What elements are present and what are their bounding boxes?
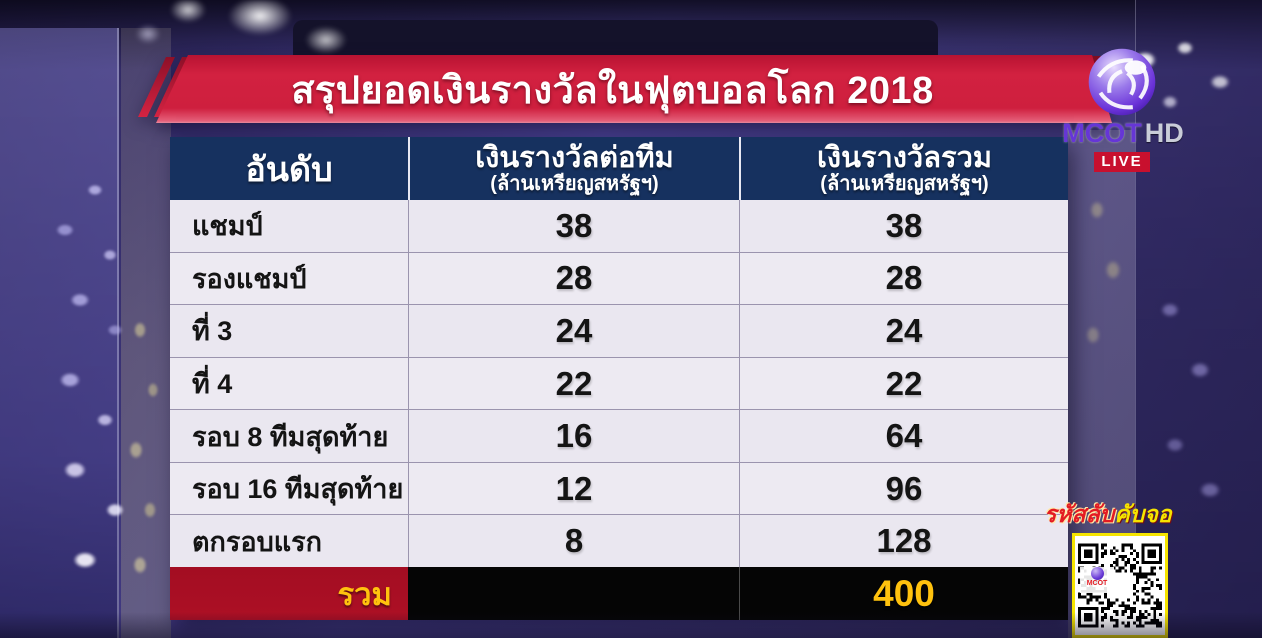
total-cell: 128 <box>739 515 1068 568</box>
table-header-row: อันดับ เงินรางวัลต่อทีม (ล้านเหรียญสหรัฐ… <box>170 137 1068 200</box>
mcot-globe-icon <box>1088 48 1156 116</box>
header-total-unit: (ล้านเหรียญสหรัฐฯ) <box>820 172 989 195</box>
mcot-globe-mini-icon <box>1090 567 1104 580</box>
rank-cell: ตกรอบแรก <box>192 526 322 557</box>
table-row: ตกรอบแรก 8 128 <box>170 515 1068 568</box>
qr-caption-red: รหัสลับ <box>1044 501 1115 527</box>
total-cell: 38 <box>739 200 1068 252</box>
rank-cell: รอบ 8 ทีมสุดท้าย <box>192 421 389 452</box>
header-total: เงินรางวัลรวม (ล้านเหรียญสหรัฐฯ) <box>739 137 1068 200</box>
header-per-team-label: เงินรางวัลต่อทีม <box>475 142 674 175</box>
banner-body: สรุปยอดเงินรางวัลในฟุตบอลโลก 2018 <box>156 55 1112 123</box>
total-spacer-cell <box>408 567 739 620</box>
per-team-cell: 22 <box>408 357 739 410</box>
rank-cell: ที่ 4 <box>192 369 233 400</box>
per-team-cell: 28 <box>408 252 739 305</box>
qr-caption: รหัสลับคับจอ <box>1044 503 1194 526</box>
rank-cell: แชมป์ <box>192 211 263 242</box>
header-rank: อันดับ <box>245 150 333 189</box>
page-title: สรุปยอดเงินรางวัลในฟุตบอลโลก 2018 <box>291 69 934 112</box>
header-total-label: เงินรางวัลรวม <box>817 142 992 175</box>
per-team-cell: 24 <box>408 305 739 357</box>
per-team-cell: 12 <box>408 462 739 515</box>
table-row: ที่ 3 24 24 <box>170 305 1068 358</box>
table-body: แชมป์ 38 38 รองแชมป์ 28 28 ที่ 3 24 24 ที่ 4 22 22 ร… <box>170 200 1068 568</box>
total-cell: 64 <box>739 410 1068 462</box>
bottom-vignette <box>0 612 1262 638</box>
live-badge: LIVE <box>1094 152 1150 172</box>
rank-cell: ที่ 3 <box>192 316 233 347</box>
qr-caption-yellow: คับจอ <box>1114 501 1172 527</box>
rank-cell: รองแชมป์ <box>192 263 307 294</box>
total-label: รวม <box>170 567 408 620</box>
per-team-cell: 8 <box>408 515 739 568</box>
table-row: รอบ 8 ทีมสุดท้าย 16 64 <box>170 410 1068 463</box>
bokeh-lights-center <box>118 300 173 600</box>
header-per-team-unit: (ล้านเหรียญสหรัฐฯ) <box>490 172 659 195</box>
table-row: รอบ 16 ทีมสุดท้าย 12 96 <box>170 462 1068 516</box>
table-row: แชมป์ 38 38 <box>170 200 1068 253</box>
mcot-wordmark: MCOT HD <box>1058 120 1188 147</box>
mcot-mini-word: MCOT <box>1086 580 1108 587</box>
mcot-hd-suffix: HD <box>1144 118 1184 148</box>
total-cell: 22 <box>739 357 1068 410</box>
table-row: ที่ 4 22 22 <box>170 357 1068 411</box>
title-banner: สรุปยอดเงินรางวัลในฟุตบอลโลก 2018 <box>0 0 1262 140</box>
per-team-cell: 38 <box>408 200 739 252</box>
mcot-hd-logo: MCOT HD LIVE <box>1058 44 1188 179</box>
rank-cell: รอบ 16 ทีมสุดท้าย <box>192 474 404 505</box>
total-value: 400 <box>739 567 1068 620</box>
total-cell: 24 <box>739 305 1068 357</box>
qr-center-logo: MCOT <box>1080 567 1114 593</box>
per-team-cell: 16 <box>408 410 739 462</box>
table-total-row: รวม 400 <box>170 567 1068 620</box>
mcot-name: MCOT <box>1062 118 1142 148</box>
bokeh-lights-right <box>1075 40 1260 560</box>
total-cell: 28 <box>739 252 1068 305</box>
table-row: รองแชมป์ 28 28 <box>170 252 1068 306</box>
prize-table: อันดับ เงินรางวัลต่อทีม (ล้านเหรียญสหรัฐ… <box>170 137 1068 620</box>
total-cell: 96 <box>739 462 1068 515</box>
header-per-team: เงินรางวัลต่อทีม (ล้านเหรียญสหรัฐฯ) <box>408 137 739 200</box>
